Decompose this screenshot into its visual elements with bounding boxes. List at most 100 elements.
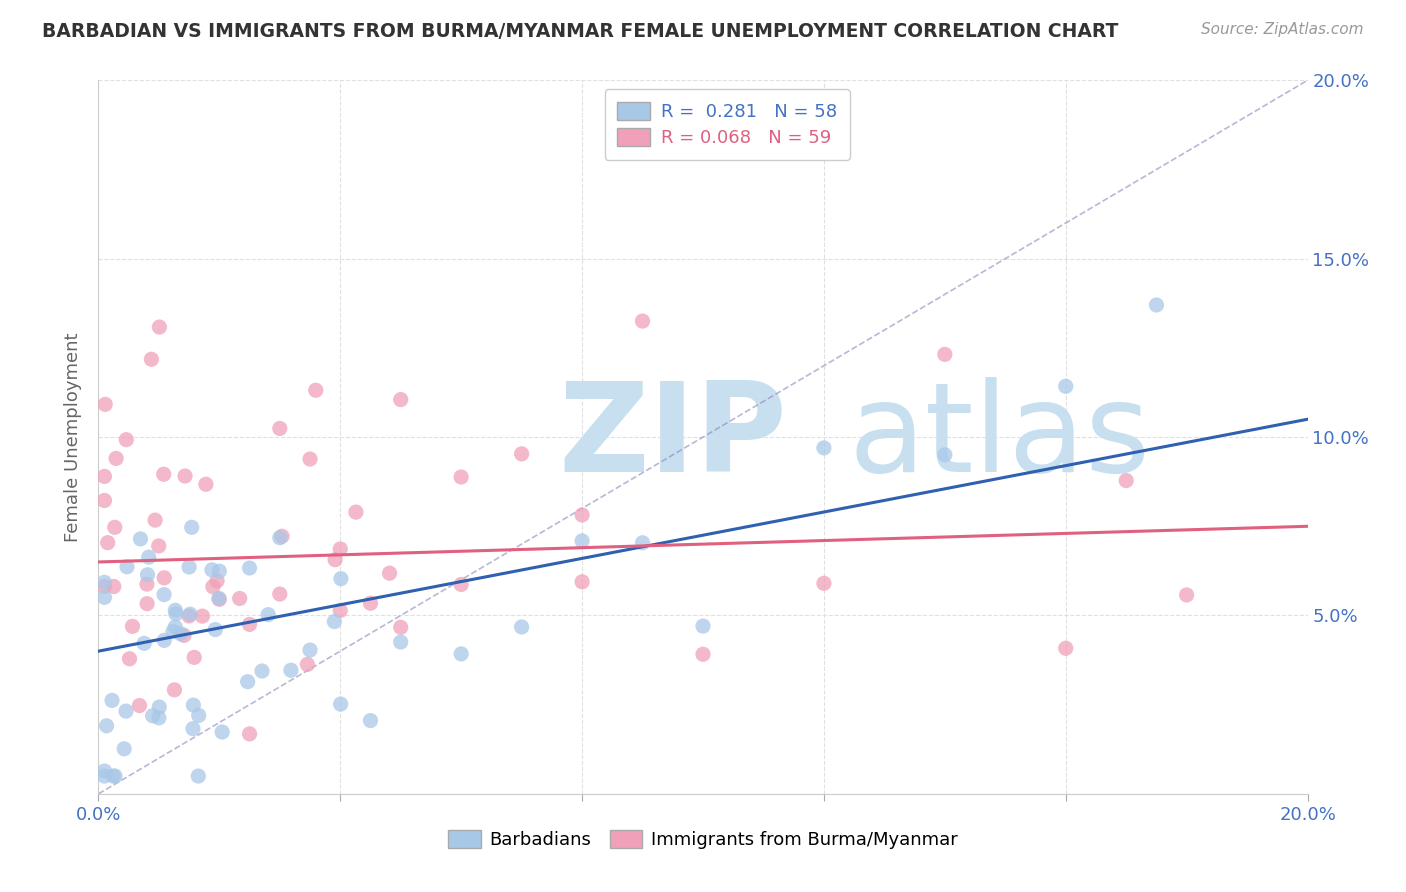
Point — [163, 682, 186, 697]
Point — [813, 576, 835, 591]
Point — [631, 314, 654, 328]
Point — [152, 467, 174, 482]
Point — [269, 421, 291, 435]
Point — [360, 714, 382, 728]
Point — [389, 635, 412, 649]
Point — [187, 708, 209, 723]
Point — [389, 620, 412, 634]
Point — [299, 452, 322, 467]
Point — [103, 579, 125, 593]
Point — [510, 620, 533, 634]
Point — [934, 448, 956, 462]
Point — [208, 591, 231, 606]
Point — [93, 469, 115, 483]
Text: Source: ZipAtlas.com: Source: ZipAtlas.com — [1201, 22, 1364, 37]
Point — [1175, 588, 1198, 602]
Point — [101, 769, 124, 783]
Point — [208, 592, 231, 607]
Y-axis label: Female Unemployment: Female Unemployment — [65, 333, 83, 541]
Point — [179, 560, 201, 574]
Point — [93, 580, 115, 594]
Point — [105, 451, 128, 466]
Point — [211, 725, 233, 739]
Point — [101, 693, 124, 707]
Point — [692, 647, 714, 661]
Point — [148, 700, 170, 714]
Text: BARBADIAN VS IMMIGRANTS FROM BURMA/MYANMAR FEMALE UNEMPLOYMENT CORRELATION CHART: BARBADIAN VS IMMIGRANTS FROM BURMA/MYANM… — [42, 22, 1119, 41]
Point — [450, 647, 472, 661]
Point — [112, 741, 135, 756]
Point — [93, 769, 115, 783]
Point — [118, 652, 141, 666]
Point — [201, 580, 224, 594]
Point — [571, 574, 593, 589]
Point — [129, 532, 152, 546]
Point — [115, 433, 138, 447]
Point — [183, 650, 205, 665]
Point — [228, 591, 250, 606]
Point — [323, 615, 346, 629]
Point — [344, 505, 367, 519]
Point — [271, 529, 294, 543]
Point — [236, 674, 259, 689]
Point — [934, 347, 956, 361]
Point — [143, 513, 166, 527]
Point — [571, 508, 593, 522]
Point — [323, 552, 346, 566]
Point — [187, 769, 209, 783]
Point — [329, 603, 352, 617]
Point — [148, 320, 170, 334]
Point — [93, 764, 115, 778]
Point — [173, 628, 195, 642]
Point — [134, 636, 156, 650]
Point — [93, 575, 115, 590]
Point — [179, 609, 201, 624]
Point — [153, 633, 176, 648]
Point — [329, 572, 352, 586]
Point — [1144, 298, 1167, 312]
Point — [181, 722, 204, 736]
Point — [96, 719, 118, 733]
Point — [269, 587, 291, 601]
Point — [174, 469, 197, 483]
Point — [142, 708, 165, 723]
Point — [360, 596, 382, 610]
Point — [389, 392, 412, 407]
Point — [179, 607, 201, 622]
Point — [138, 550, 160, 565]
Point — [208, 564, 231, 578]
Point — [305, 383, 328, 397]
Point — [115, 704, 138, 718]
Point — [239, 617, 262, 632]
Point — [104, 520, 127, 534]
Legend: Barbadians, Immigrants from Burma/Myanmar: Barbadians, Immigrants from Burma/Myanma… — [441, 822, 965, 856]
Point — [510, 447, 533, 461]
Point — [450, 577, 472, 591]
Point — [169, 626, 191, 640]
Point — [128, 698, 150, 713]
Point — [1054, 379, 1077, 393]
Point — [180, 520, 202, 534]
Point — [93, 591, 115, 605]
Point — [153, 571, 176, 585]
Point — [94, 397, 117, 411]
Point — [148, 711, 170, 725]
Point — [194, 477, 217, 491]
Point — [205, 574, 228, 588]
Point — [631, 535, 654, 549]
Point — [183, 698, 205, 712]
Point — [239, 727, 262, 741]
Point — [165, 603, 187, 617]
Point — [136, 577, 159, 591]
Point — [1054, 641, 1077, 656]
Text: atlas: atlas — [848, 376, 1150, 498]
Point — [297, 657, 319, 672]
Point — [329, 697, 352, 711]
Point — [257, 607, 280, 622]
Text: ZIP: ZIP — [558, 376, 786, 498]
Point — [269, 531, 291, 545]
Point — [692, 619, 714, 633]
Point — [136, 597, 159, 611]
Point — [148, 539, 170, 553]
Point — [165, 620, 187, 634]
